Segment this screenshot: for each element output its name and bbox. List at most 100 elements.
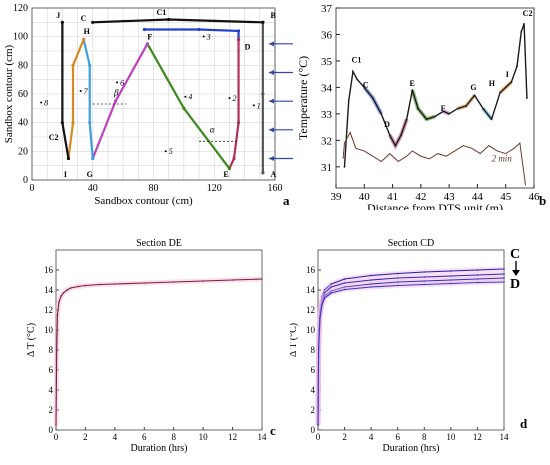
y-axis-label: Δ T (°C) (26, 323, 37, 357)
data-point (523, 22, 525, 25)
inflow-arrow-head (268, 127, 274, 133)
data-point (330, 292, 333, 294)
point-label-f: F (147, 33, 152, 42)
series-line-2 (317, 277, 505, 426)
plot-frame (335, 7, 535, 189)
data-point (77, 285, 79, 288)
x-tick-label: 8 (422, 432, 427, 442)
section-node (232, 156, 236, 161)
sensor-label: 7 (84, 87, 89, 96)
section-node (167, 17, 171, 22)
point-label-e: E (223, 170, 228, 179)
section-node (60, 20, 64, 24)
angle-label-alpha: α (210, 125, 215, 135)
data-point (499, 91, 501, 94)
section-node (91, 20, 95, 24)
data-point (202, 280, 204, 282)
y-tick-label: 32 (321, 135, 332, 147)
section-node (182, 106, 186, 110)
y-tick-label: 20 (18, 146, 28, 157)
y-axis-label: Temperature (°C) (296, 56, 310, 140)
data-point (504, 86, 507, 89)
data-point (319, 317, 321, 319)
data-point (66, 289, 68, 291)
x-tick-label: 6 (395, 432, 400, 442)
sensor-label: 4 (188, 93, 192, 102)
x-tick-label: 12 (473, 432, 482, 442)
y-axis-label: Δ T (°C) (290, 323, 299, 357)
data-point (370, 274, 372, 277)
point-label-c1: C1 (157, 8, 167, 17)
noise-band (315, 275, 505, 426)
y-tick-label: 37 (321, 3, 333, 15)
y-tick-label: 16 (306, 265, 316, 275)
data-point (448, 112, 451, 115)
panel-d: Section CD 0 2 4 6 8 10 12 14 0 2 4 6 8 10 12 14 16 Durati… (288, 230, 550, 460)
sensor-dot (184, 95, 187, 98)
y-tick-label: 12 (44, 305, 53, 315)
data-point (425, 118, 428, 121)
data-point (60, 295, 62, 297)
section-node (261, 20, 265, 24)
data-point (396, 284, 399, 287)
data-point (450, 275, 452, 277)
data-point (58, 301, 60, 303)
sensor-dot (164, 150, 167, 153)
x-axis-label: Sandbox contour (cm) (94, 195, 193, 207)
sensor-label: 8 (44, 98, 48, 107)
data-point (450, 270, 452, 272)
section-line-fg (91, 43, 149, 159)
data-point (323, 295, 326, 297)
data-point (476, 281, 479, 284)
data-point (503, 277, 505, 279)
data-point (370, 279, 372, 281)
data-point (456, 107, 459, 110)
y-tick-label: 6 (49, 365, 54, 375)
panel-letter-c: c (270, 423, 276, 438)
y-tick-label: 8 (311, 345, 316, 355)
data-point (520, 30, 523, 33)
data-point (423, 283, 426, 286)
section-node (66, 156, 71, 161)
y-tick-label: 35 (321, 56, 333, 68)
data-point (380, 112, 383, 115)
y-axis-label: Sandbox contour (cm) (3, 44, 15, 143)
noise-band (315, 271, 505, 426)
data-point (323, 297, 326, 299)
data-point (396, 272, 399, 275)
data-point (423, 276, 426, 278)
plot-frame (55, 249, 263, 431)
series-line-0 (55, 278, 263, 426)
y-tick-label: 33 (321, 109, 333, 121)
section-line-hi (67, 39, 85, 159)
y-tick-label: 10 (44, 325, 54, 335)
data-point (396, 281, 399, 283)
annotation-2min: 2 min (492, 154, 513, 164)
sensor-dot (228, 97, 231, 100)
sensor-label: 1 (257, 101, 261, 110)
point-label-j: J (56, 11, 60, 20)
panel-b: 39 40 41 42 43 44 45 46 31 32 33 34 35 36 37 Distance f… (296, 0, 550, 215)
x-axis-label: Duration (hrs) (383, 443, 440, 454)
data-point (323, 292, 326, 294)
section-line-de (228, 39, 240, 169)
data-point (114, 283, 116, 285)
data-point (465, 105, 468, 107)
data-point (330, 283, 333, 285)
data-point (476, 269, 479, 271)
x-tick-label: 0 (30, 183, 35, 194)
x-tick-label: 6 (142, 432, 147, 442)
y-tick-label: 12 (306, 305, 315, 315)
data-point (423, 280, 426, 282)
data-point (490, 118, 493, 121)
panel-letter-b: b (539, 193, 546, 208)
data-point (231, 279, 234, 281)
data-point (394, 144, 397, 147)
panel-c: Section DE 0 2 4 6 8 10 12 14 0 2 4 6 8 10 12 14 16 Durati… (0, 230, 290, 460)
section-node (261, 171, 265, 175)
chart-title: Section CD (388, 238, 434, 249)
x-tick-label: 10 (446, 432, 456, 442)
y-tick-label: 0 (49, 425, 54, 435)
data-point (396, 277, 399, 279)
data-point (323, 289, 326, 291)
